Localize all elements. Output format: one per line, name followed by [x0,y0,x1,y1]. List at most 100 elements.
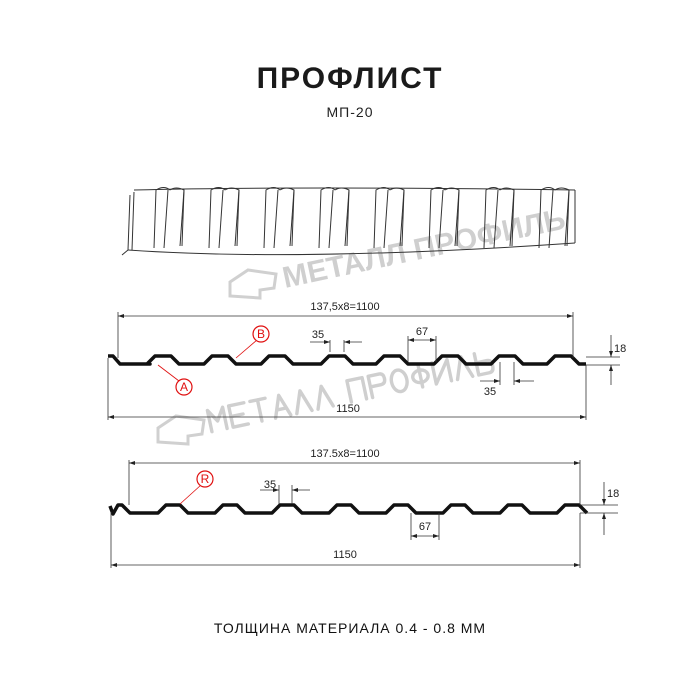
height-label: 18 [614,343,626,355]
sheet-line [483,187,501,249]
sheet-line [169,187,185,247]
sheet-line [127,242,576,256]
arrowhead [108,415,114,419]
sheet-line [438,189,444,249]
arrowhead [408,338,414,342]
sheet-line [224,187,240,247]
material-thickness-note: ТОЛЩИНА МАТЕРИАЛА 0.4 - 0.8 ММ [213,620,487,636]
height-label: 18 [607,488,619,500]
watermark-glyph [430,357,454,386]
watermark-glyph [366,372,387,400]
sheet-line [289,189,295,247]
arrowhead [292,488,298,492]
profile-top-line [108,354,586,366]
arrowhead [430,338,436,342]
arrowhead [118,314,124,318]
watermark-logo: МЕТАЛЛ ПРОФИЛЬ [228,203,569,300]
marker-a-label: A [180,380,188,394]
watermark-text: МЕТАЛЛ ПРОФИЛЬ [280,203,569,295]
sheet-line [121,194,131,256]
arrowhead [411,534,417,538]
sheet-perspective-illustration [121,187,576,256]
ridge-width-label: 35 [264,479,276,491]
marker-b: B [235,325,270,359]
sheet-line [234,189,240,247]
sheet-line [318,187,336,249]
pitch-dimension-label: 137.5x8=1100 [310,448,379,460]
sheet-line [548,189,554,249]
marker-r: R [179,470,214,505]
sheet-line [499,187,515,247]
marker-a: A [157,364,193,396]
ridge-width-label: 35 [312,329,324,341]
sheet-line [344,189,350,247]
sheet-line [373,187,391,249]
sheet-line [179,189,185,247]
sheet-line [389,187,405,247]
marker-b-label: B [257,327,265,341]
watermark-glyph [273,393,293,420]
sheet-line [153,187,171,249]
profile-bottom-line [108,503,589,516]
sheet-line [131,191,135,251]
sheet-line [493,189,499,249]
profile-bottom-drawing: 137.5x8=1100 35 67 18 1150 R [108,448,619,568]
watermark-lettering-drawing [205,352,495,434]
arrowhead [494,379,500,383]
dimension-arrows [108,314,613,567]
arrowhead [433,534,439,538]
arrowhead [324,340,330,344]
sheet-line [428,187,446,249]
pitch-dimension-label: 137,5x8=1100 [310,301,379,313]
marker-r-label: R [201,472,210,486]
arrowhead [609,351,613,357]
sheet-line [444,187,460,247]
valley-width-label: 67 [419,521,431,533]
sheet-line [554,187,570,247]
arrowhead [567,314,573,318]
sheet-line [399,189,405,247]
arrowhead [111,563,117,567]
total-width-label: 1150 [336,403,360,415]
sheet-line [538,187,556,249]
sheet-line [279,187,295,247]
sheet-line [208,187,226,249]
arrowhead [602,499,606,505]
watermark-glyph [248,396,267,423]
page-subtitle: МП-20 [326,104,374,120]
arrowhead [273,488,279,492]
arrowhead [602,513,606,519]
arrowhead [609,365,613,371]
watermark-glyph [411,363,430,389]
sheet-line [263,187,281,249]
page-title: ПРОФЛИСТ [256,62,444,95]
sheet-line [334,187,350,247]
sheet-line [454,189,460,247]
sheet-line [564,189,570,247]
bottom-ridge-width-label: 35 [484,386,496,398]
arrowhead [129,461,135,465]
watermark-glyph [472,352,495,377]
watermark-glyph [345,375,369,404]
sheet-line [383,189,389,249]
valley-width-label: 67 [416,326,428,338]
watermark-glyph [226,401,251,429]
arrowhead [580,415,586,419]
profile-top-drawing: 137,5x8=1100 35 67 35 18 1150 B A [107,301,626,420]
sheet-line [218,189,224,249]
arrowhead [514,379,520,383]
watermark-glyph [205,405,229,434]
sheet-line [328,189,334,249]
watermark-logo-lower [156,352,495,446]
arrowhead [344,340,350,344]
sheet-line [273,189,279,249]
watermark-glyph [389,368,409,394]
total-width-label: 1150 [333,549,357,561]
arrowhead [574,563,580,567]
watermark-glyph [316,384,335,411]
sheet-line [509,189,515,247]
sheet-line [163,189,169,249]
watermark-glyph [295,389,314,416]
